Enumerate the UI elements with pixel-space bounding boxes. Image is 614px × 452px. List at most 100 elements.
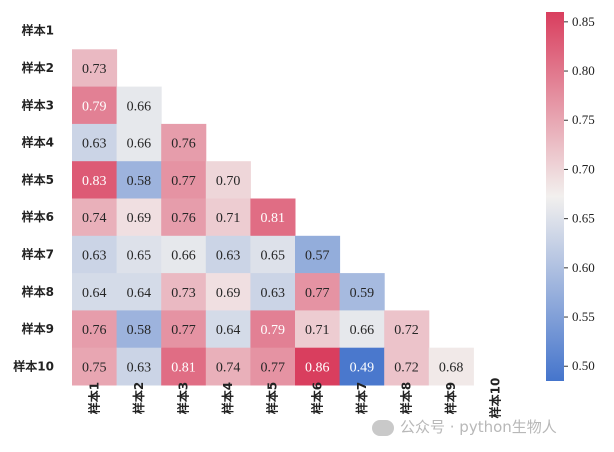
- cell-value-label: 0.66: [171, 248, 196, 263]
- heatmap-cell: [295, 235, 341, 274]
- cell-value-label: 0.77: [171, 174, 196, 189]
- cell-value-label: 0.76: [171, 137, 196, 152]
- heatmap-cell: [295, 347, 341, 386]
- heatmap-cell: [72, 49, 118, 88]
- cell-value-label: 0.83: [82, 174, 107, 189]
- column-tick-label: 样本4: [220, 382, 235, 414]
- row-tick-label: 样本2: [22, 60, 54, 75]
- colorbar-tick-label: 0.55: [572, 309, 595, 324]
- colorbar-tick-label: 0.80: [572, 63, 595, 78]
- cell-value-label: 0.58: [127, 174, 152, 189]
- watermark: 公众号 · python生物人: [372, 416, 557, 437]
- heatmap-cell: [161, 235, 207, 274]
- cell-value-label: 0.65: [127, 248, 152, 263]
- wechat-icon: [372, 419, 394, 436]
- cell-value-label: 0.71: [216, 211, 241, 226]
- cell-value-label: 0.72: [394, 360, 419, 375]
- cell-value-label: 0.79: [82, 99, 107, 114]
- row-tick-label: 样本7: [22, 246, 54, 261]
- cell-value-label: 0.73: [82, 62, 107, 77]
- heatmap-cell: [250, 347, 296, 386]
- column-tick-label: 样本5: [265, 382, 280, 414]
- colorbar-tick-label: 0.70: [572, 161, 595, 176]
- colorbar-tick-label: 0.60: [572, 260, 595, 275]
- row-tick-label: 样本1: [22, 23, 54, 38]
- cell-value-label: 0.75: [82, 360, 107, 375]
- colorbar-tick-label: 0.85: [572, 14, 595, 29]
- heatmap-cell: [384, 310, 430, 349]
- heatmap-cell: [72, 86, 118, 125]
- column-tick-label: 样本8: [399, 382, 414, 414]
- column-tick-label: 样本7: [354, 382, 369, 414]
- heatmap-cell: [339, 273, 385, 311]
- colorbar-tick-label: 0.50: [572, 358, 595, 373]
- cell-value-label: 0.66: [350, 323, 375, 338]
- cell-value-label: 0.63: [82, 137, 107, 152]
- row-tick-label: 样本8: [22, 284, 54, 299]
- cell-value-label: 0.74: [216, 360, 241, 375]
- column-tick-label: 样本9: [443, 382, 458, 414]
- heatmap-cell: [116, 161, 162, 199]
- cell-value-label: 0.71: [305, 323, 330, 338]
- cell-value-label: 0.63: [127, 360, 152, 375]
- cell-value-label: 0.77: [260, 360, 285, 375]
- heatmap-cell: [72, 235, 118, 274]
- cell-value-label: 0.59: [350, 286, 375, 301]
- column-tick-label: 样本10: [488, 378, 503, 419]
- cell-value-label: 0.72: [394, 323, 419, 338]
- cell-value-label: 0.66: [127, 137, 152, 152]
- column-labels: 样本1 样本2 样本3 样本4 样本5 样本6 样本7 样本8 样本9 样本10: [86, 378, 502, 419]
- heatmap-cell: [205, 347, 251, 386]
- row-tick-label: 样本9: [22, 321, 54, 336]
- heatmap-cell: [72, 347, 118, 386]
- heatmap-cell: [384, 347, 430, 386]
- colorbar-tick-label: 0.75: [572, 112, 595, 127]
- heatmap-cell: [250, 235, 296, 274]
- heatmap-cell: [116, 198, 162, 237]
- heatmap-cell: [428, 347, 474, 386]
- heatmap-cell: [161, 123, 207, 162]
- colorbar: 0.50 0.55 0.60 0.65 0.70 0.75 0.80 0.85: [546, 12, 595, 381]
- row-tick-label: 样本4: [22, 135, 54, 150]
- heatmap-cell: [161, 273, 207, 311]
- colorbar-tick-label: 0.65: [572, 211, 595, 226]
- cell-value-label: 0.86: [305, 360, 330, 375]
- heatmap-cell: [339, 347, 385, 386]
- heatmap-cell: [161, 347, 207, 386]
- row-tick-label: 样本6: [22, 209, 54, 224]
- heatmap-cell: [116, 347, 162, 386]
- cell-value-label: 0.69: [127, 211, 152, 226]
- row-tick-label: 样本10: [13, 358, 54, 373]
- heatmap-cell: [250, 273, 296, 311]
- cell-value-label: 0.63: [216, 248, 241, 263]
- cell-value-label: 0.64: [216, 323, 241, 338]
- heatmap-cell: [116, 310, 162, 349]
- heatmap-cell: [205, 310, 251, 349]
- colorbar-gradient: [546, 12, 564, 381]
- cell-value-label: 0.79: [260, 323, 285, 338]
- heatmap-cell: [250, 310, 296, 349]
- heatmap-cell: [339, 310, 385, 349]
- cell-value-label: 0.63: [260, 286, 285, 301]
- heatmap-cell: [72, 161, 118, 199]
- column-tick-label: 样本3: [176, 382, 191, 414]
- heatmap-cell: [295, 310, 341, 349]
- heatmap-cell: [161, 161, 207, 199]
- row-labels: 样本1 样本2 样本3 样本4 样本5 样本6 样本7 样本8 样本9 样本10: [13, 23, 54, 374]
- cell-value-label: 0.63: [82, 248, 107, 263]
- heatmap-cell: [161, 310, 207, 349]
- heatmap-cell: [205, 235, 251, 274]
- cell-value-label: 0.58: [127, 323, 152, 338]
- heatmap-cell: [205, 198, 251, 237]
- heatmap-cell: [116, 273, 162, 311]
- cell-value-label: 0.77: [171, 323, 196, 338]
- cell-value-label: 0.70: [216, 174, 241, 189]
- heatmap-cell: [295, 273, 341, 311]
- row-tick-label: 样本3: [22, 97, 54, 112]
- cell-value-label: 0.66: [127, 99, 152, 114]
- heatmap-cell: [116, 86, 162, 125]
- heatmap-cell: [250, 198, 296, 237]
- heatmap-cell: [72, 273, 118, 311]
- cell-value-label: 0.65: [260, 248, 285, 263]
